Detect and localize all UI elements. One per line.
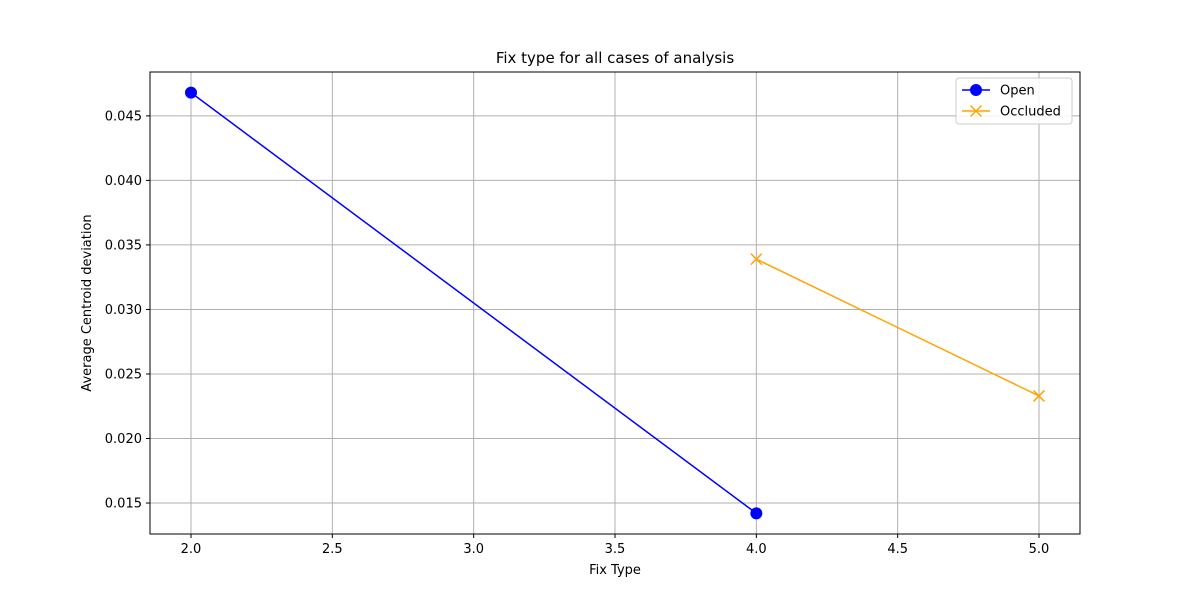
x-tick-label: 4.5 xyxy=(887,542,908,557)
y-tick-label: 0.025 xyxy=(105,367,142,382)
data-point-occluded xyxy=(1032,389,1046,402)
series-line-open xyxy=(190,92,757,514)
data-point-open xyxy=(750,507,763,520)
y-tick-label: 0.035 xyxy=(105,238,142,253)
legend-marker-occluded xyxy=(969,104,983,118)
x-tick-label: 4.0 xyxy=(746,542,767,557)
y-axis-title: Average Centroid deviation xyxy=(80,214,95,391)
x-tick-label: 2.0 xyxy=(181,542,202,557)
x-tick-label: 3.5 xyxy=(605,542,626,557)
series-line-occluded xyxy=(756,258,1040,397)
x-axis-title: Fix Type xyxy=(589,563,641,578)
y-tick-label: 0.020 xyxy=(105,432,142,447)
data-point-occluded xyxy=(750,253,763,266)
y-tick-label: 0.040 xyxy=(105,174,142,189)
x-tick-label: 3.0 xyxy=(463,542,484,557)
legend-item-open: Open xyxy=(962,84,1035,99)
legend-label: Occluded xyxy=(1000,105,1061,120)
x-tick-label: 2.5 xyxy=(322,542,343,557)
series-group xyxy=(184,86,1046,520)
y-tick-label: 0.030 xyxy=(105,303,142,318)
legend: Open Occluded xyxy=(955,77,1073,125)
y-axis: 0.015 0.020 0.025 0.030 0.035 0.040 0.045 xyxy=(105,109,150,512)
chart-title: Fix type for all cases of analysis xyxy=(496,49,735,67)
legend-marker-open xyxy=(970,84,982,96)
x-tick-label: 5.0 xyxy=(1029,542,1050,557)
y-tick-label: 0.045 xyxy=(105,109,142,124)
y-tick-label: 0.015 xyxy=(105,497,142,512)
data-point-open xyxy=(184,86,197,99)
legend-label: Open xyxy=(1000,84,1035,99)
x-axis: 2.0 2.5 3.0 3.5 4.0 4.5 5.0 xyxy=(181,534,1050,557)
legend-item-occluded: Occluded xyxy=(962,105,1061,120)
